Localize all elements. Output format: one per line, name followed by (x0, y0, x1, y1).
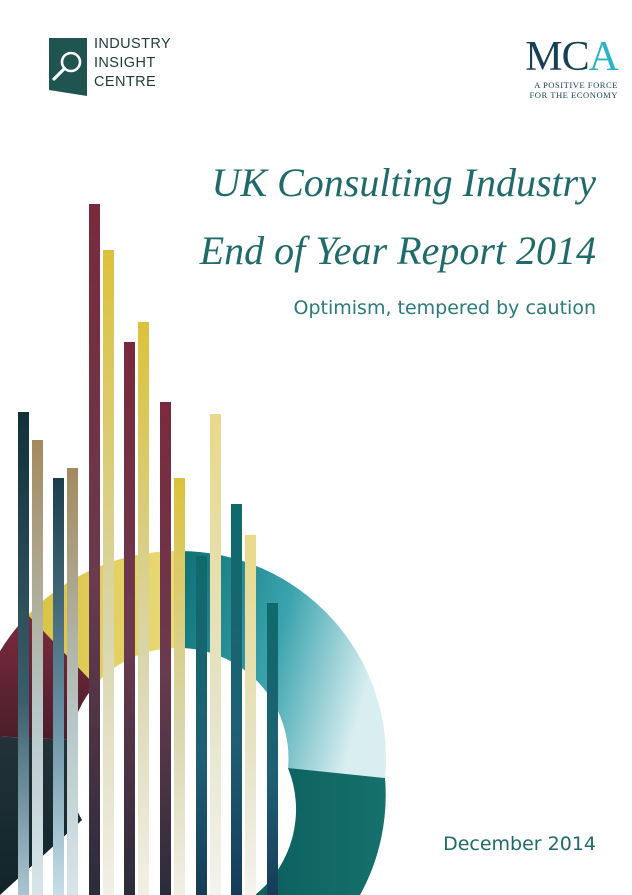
mca-logo: MCA A POSITIVE FORCE FOR THE ECONOMY (500, 34, 619, 106)
vertical-bars (18, 204, 278, 895)
bar-1 (18, 412, 29, 895)
bar-11 (196, 556, 207, 895)
report-date: December 2014 (443, 833, 596, 855)
bar-5 (89, 204, 100, 895)
bar-14 (245, 535, 256, 895)
ring-segment-deep-teal (255, 768, 386, 895)
mca-tagline-line2: FOR THE ECONOMY (529, 90, 618, 100)
iic-wordmark: INDUSTRY INSIGHT CENTRE (94, 35, 171, 92)
iic-line-industry: INDUSTRY (94, 36, 172, 52)
mca-tagline-line1: A POSITIVE FORCE (534, 80, 618, 90)
ring-segment-teal (178, 550, 386, 778)
bar-13 (231, 504, 242, 895)
magnifier-icon (49, 38, 87, 96)
bar-10 (174, 478, 185, 895)
iic-line-centre: CENTRE (94, 74, 157, 90)
report-subtitle: Optimism, tempered by caution (293, 297, 596, 319)
mca-letter-a: A (588, 34, 619, 80)
report-title-line1: UK Consulting Industry (211, 160, 596, 205)
bar-6 (103, 250, 114, 895)
bar-3 (53, 478, 64, 895)
mca-letters-mc: MC (525, 34, 589, 80)
mca-tagline: A POSITIVE FORCE FOR THE ECONOMY (500, 80, 618, 100)
bar-12 (210, 414, 221, 895)
bar-7 (124, 342, 135, 895)
bar-8 (138, 322, 149, 895)
iic-line-insight: INSIGHT (94, 55, 156, 71)
bar-4 (67, 468, 78, 895)
bar-15 (267, 603, 278, 895)
mca-wordmark: MCA (500, 34, 619, 80)
report-title-line2: End of Year Report 2014 (199, 228, 596, 273)
bar-2 (32, 440, 43, 895)
bar-9 (160, 402, 171, 895)
industry-insight-centre-logo: INDUSTRY INSIGHT CENTRE (49, 35, 199, 97)
